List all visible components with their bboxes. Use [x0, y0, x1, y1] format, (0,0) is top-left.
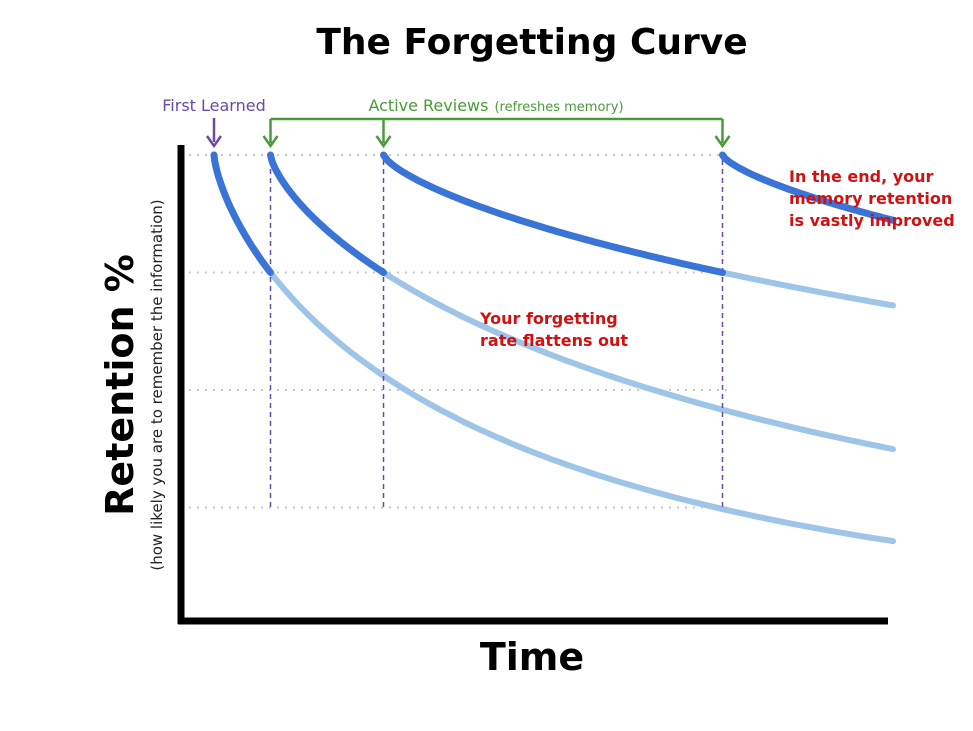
- faded-curve-0: [267, 269, 896, 545]
- annotations: First Learned Active Reviews (refreshes m…: [162, 96, 954, 350]
- retention-curve-3: [719, 151, 897, 224]
- grid-lines: [181, 154, 733, 509]
- improved-label-line-2: memory retention: [789, 189, 952, 208]
- active-reviews-bracket: [262, 117, 731, 149]
- bracket-arrowhead-2: [714, 135, 731, 149]
- active-reviews-text: Active Reviews: [368, 96, 488, 115]
- retention-curves: [210, 151, 897, 276]
- improved-label-line-1: In the end, your: [789, 167, 934, 186]
- axes: [177, 145, 888, 625]
- improved-label-line-3: is vastly improved: [789, 211, 955, 230]
- faded-curves: [267, 269, 896, 545]
- flattens-label-line-1: Your forgetting: [479, 309, 618, 328]
- active-reviews-note: (refreshes memory): [494, 100, 623, 115]
- faded-curve-1: [380, 269, 896, 453]
- y-axis-sublabel: (how likely you are to remember the info…: [148, 199, 166, 570]
- first-learned-arrowhead: [205, 135, 223, 149]
- chart-title: The Forgetting Curve: [316, 22, 747, 63]
- retention-curve-2: [380, 151, 726, 276]
- y-axis-label: Retention %: [98, 254, 142, 516]
- bracket-arrowhead-1: [375, 135, 392, 149]
- review-drop-lines: [269, 160, 724, 508]
- faded-curve-2: [719, 269, 896, 309]
- retention-curve-0: [210, 151, 274, 276]
- flattens-label-line-2: rate flattens out: [480, 331, 628, 350]
- retention-curve-1: [267, 151, 387, 276]
- x-axis-label: Time: [480, 635, 584, 679]
- active-reviews-label: Active Reviews (refreshes memory): [368, 96, 623, 115]
- first-learned-label: First Learned: [162, 96, 265, 115]
- bracket-arrowhead-0: [262, 135, 279, 149]
